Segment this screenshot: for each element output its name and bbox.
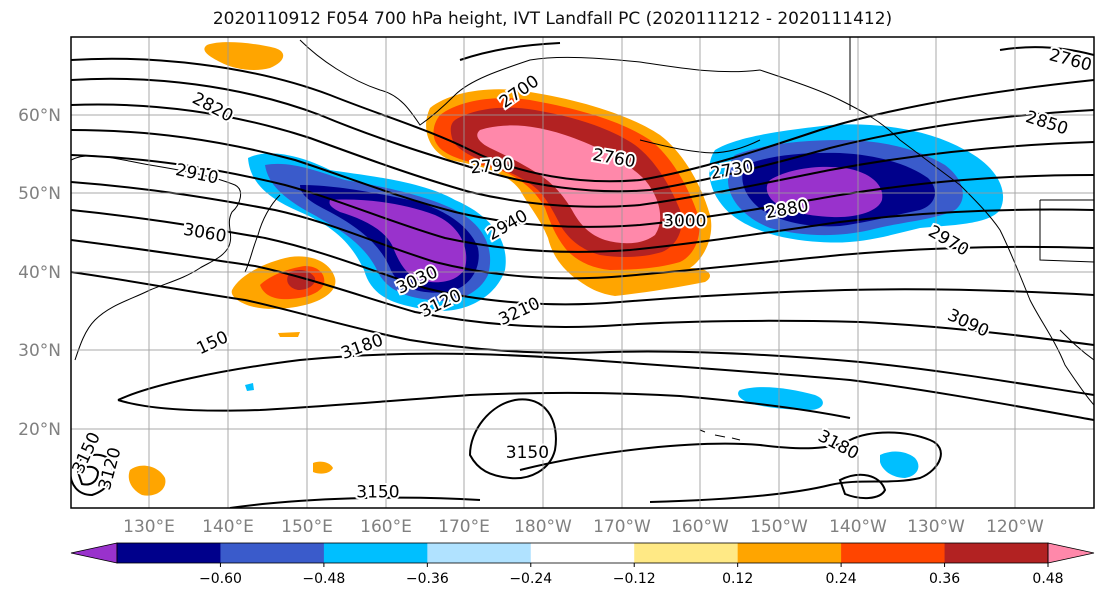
colorbar-swatch (117, 543, 221, 563)
lon-tick-label: 170°E (438, 517, 490, 537)
colorbar: −0.60 −0.48 −0.36 −0.24 −0.12 0.12 0.24 0.36 0.4… (70, 542, 1095, 587)
lon-tick-label: 150°W (750, 517, 808, 537)
lon-tick-label: 120°W (986, 517, 1044, 537)
colorbar-swatch (944, 543, 1049, 563)
contour-label: 2790 (470, 155, 515, 179)
lon-tick-label: 160°E (360, 517, 412, 537)
latitude-axis: 60°N 50°N 40°N 30°N 20°N (18, 106, 61, 440)
colorbar-swatches (70, 542, 1095, 564)
colorbar-swatch (634, 543, 739, 563)
colorbar-swatch (737, 543, 842, 563)
contour-label: 3150 (506, 443, 549, 463)
colorbar-extension-max (1047, 542, 1095, 564)
colorbar-tick-label: −0.36 (406, 571, 449, 587)
lat-tick-label: 40°N (18, 263, 61, 283)
lat-tick-label: 50°N (18, 184, 61, 204)
colorbar-extension-min (70, 542, 118, 564)
lat-tick-label: 60°N (18, 106, 61, 126)
lon-tick-label: 180°W (514, 517, 572, 537)
graticule (71, 37, 1094, 508)
colorbar-swatch (220, 543, 325, 563)
colorbar-tick-label: −0.60 (199, 571, 242, 587)
colorbar-tick-label: −0.48 (302, 571, 345, 587)
colorbar-swatch (427, 543, 532, 563)
longitude-axis: 130°E 140°E 150°E 160°E 170°E 180°W 170°… (123, 517, 1044, 537)
colorbar-swatch (530, 543, 635, 563)
lon-tick-label: 150°E (281, 517, 333, 537)
colorbar-tick-label: 0.12 (722, 571, 753, 587)
height-contours (71, 42, 1094, 508)
contour-label: 3150 (356, 482, 399, 502)
lon-tick-label: 140°E (202, 517, 254, 537)
lon-tick-label: 130°E (123, 517, 175, 537)
map-frame (70, 36, 1095, 509)
colorbar-tick-label: 0.24 (826, 571, 857, 587)
lat-tick-label: 20°N (18, 420, 61, 440)
lon-tick-label: 170°W (593, 517, 651, 537)
colorbar-tick-label: 0.36 (929, 571, 960, 587)
colorbar-swatch (841, 543, 946, 563)
colorbar-tick-label: −0.12 (613, 571, 656, 587)
lat-tick-label: 30°N (18, 341, 61, 361)
colorbar-tick-label: −0.24 (509, 571, 552, 587)
map-title: 2020110912 F054 700 hPa height, IVT Land… (212, 9, 893, 29)
colorbar-frame (116, 542, 1049, 564)
lon-tick-label: 160°W (671, 517, 729, 537)
colorbar-tick-label: 0.48 (1032, 571, 1063, 587)
contour-label: 3000 (663, 212, 706, 232)
colorbar-ticks: −0.60 −0.48 −0.36 −0.24 −0.12 0.12 0.24 0.36 0.4… (199, 563, 1064, 587)
colorbar-swatch (323, 543, 428, 563)
lon-tick-label: 130°W (907, 517, 965, 537)
lon-tick-label: 140°W (829, 517, 887, 537)
